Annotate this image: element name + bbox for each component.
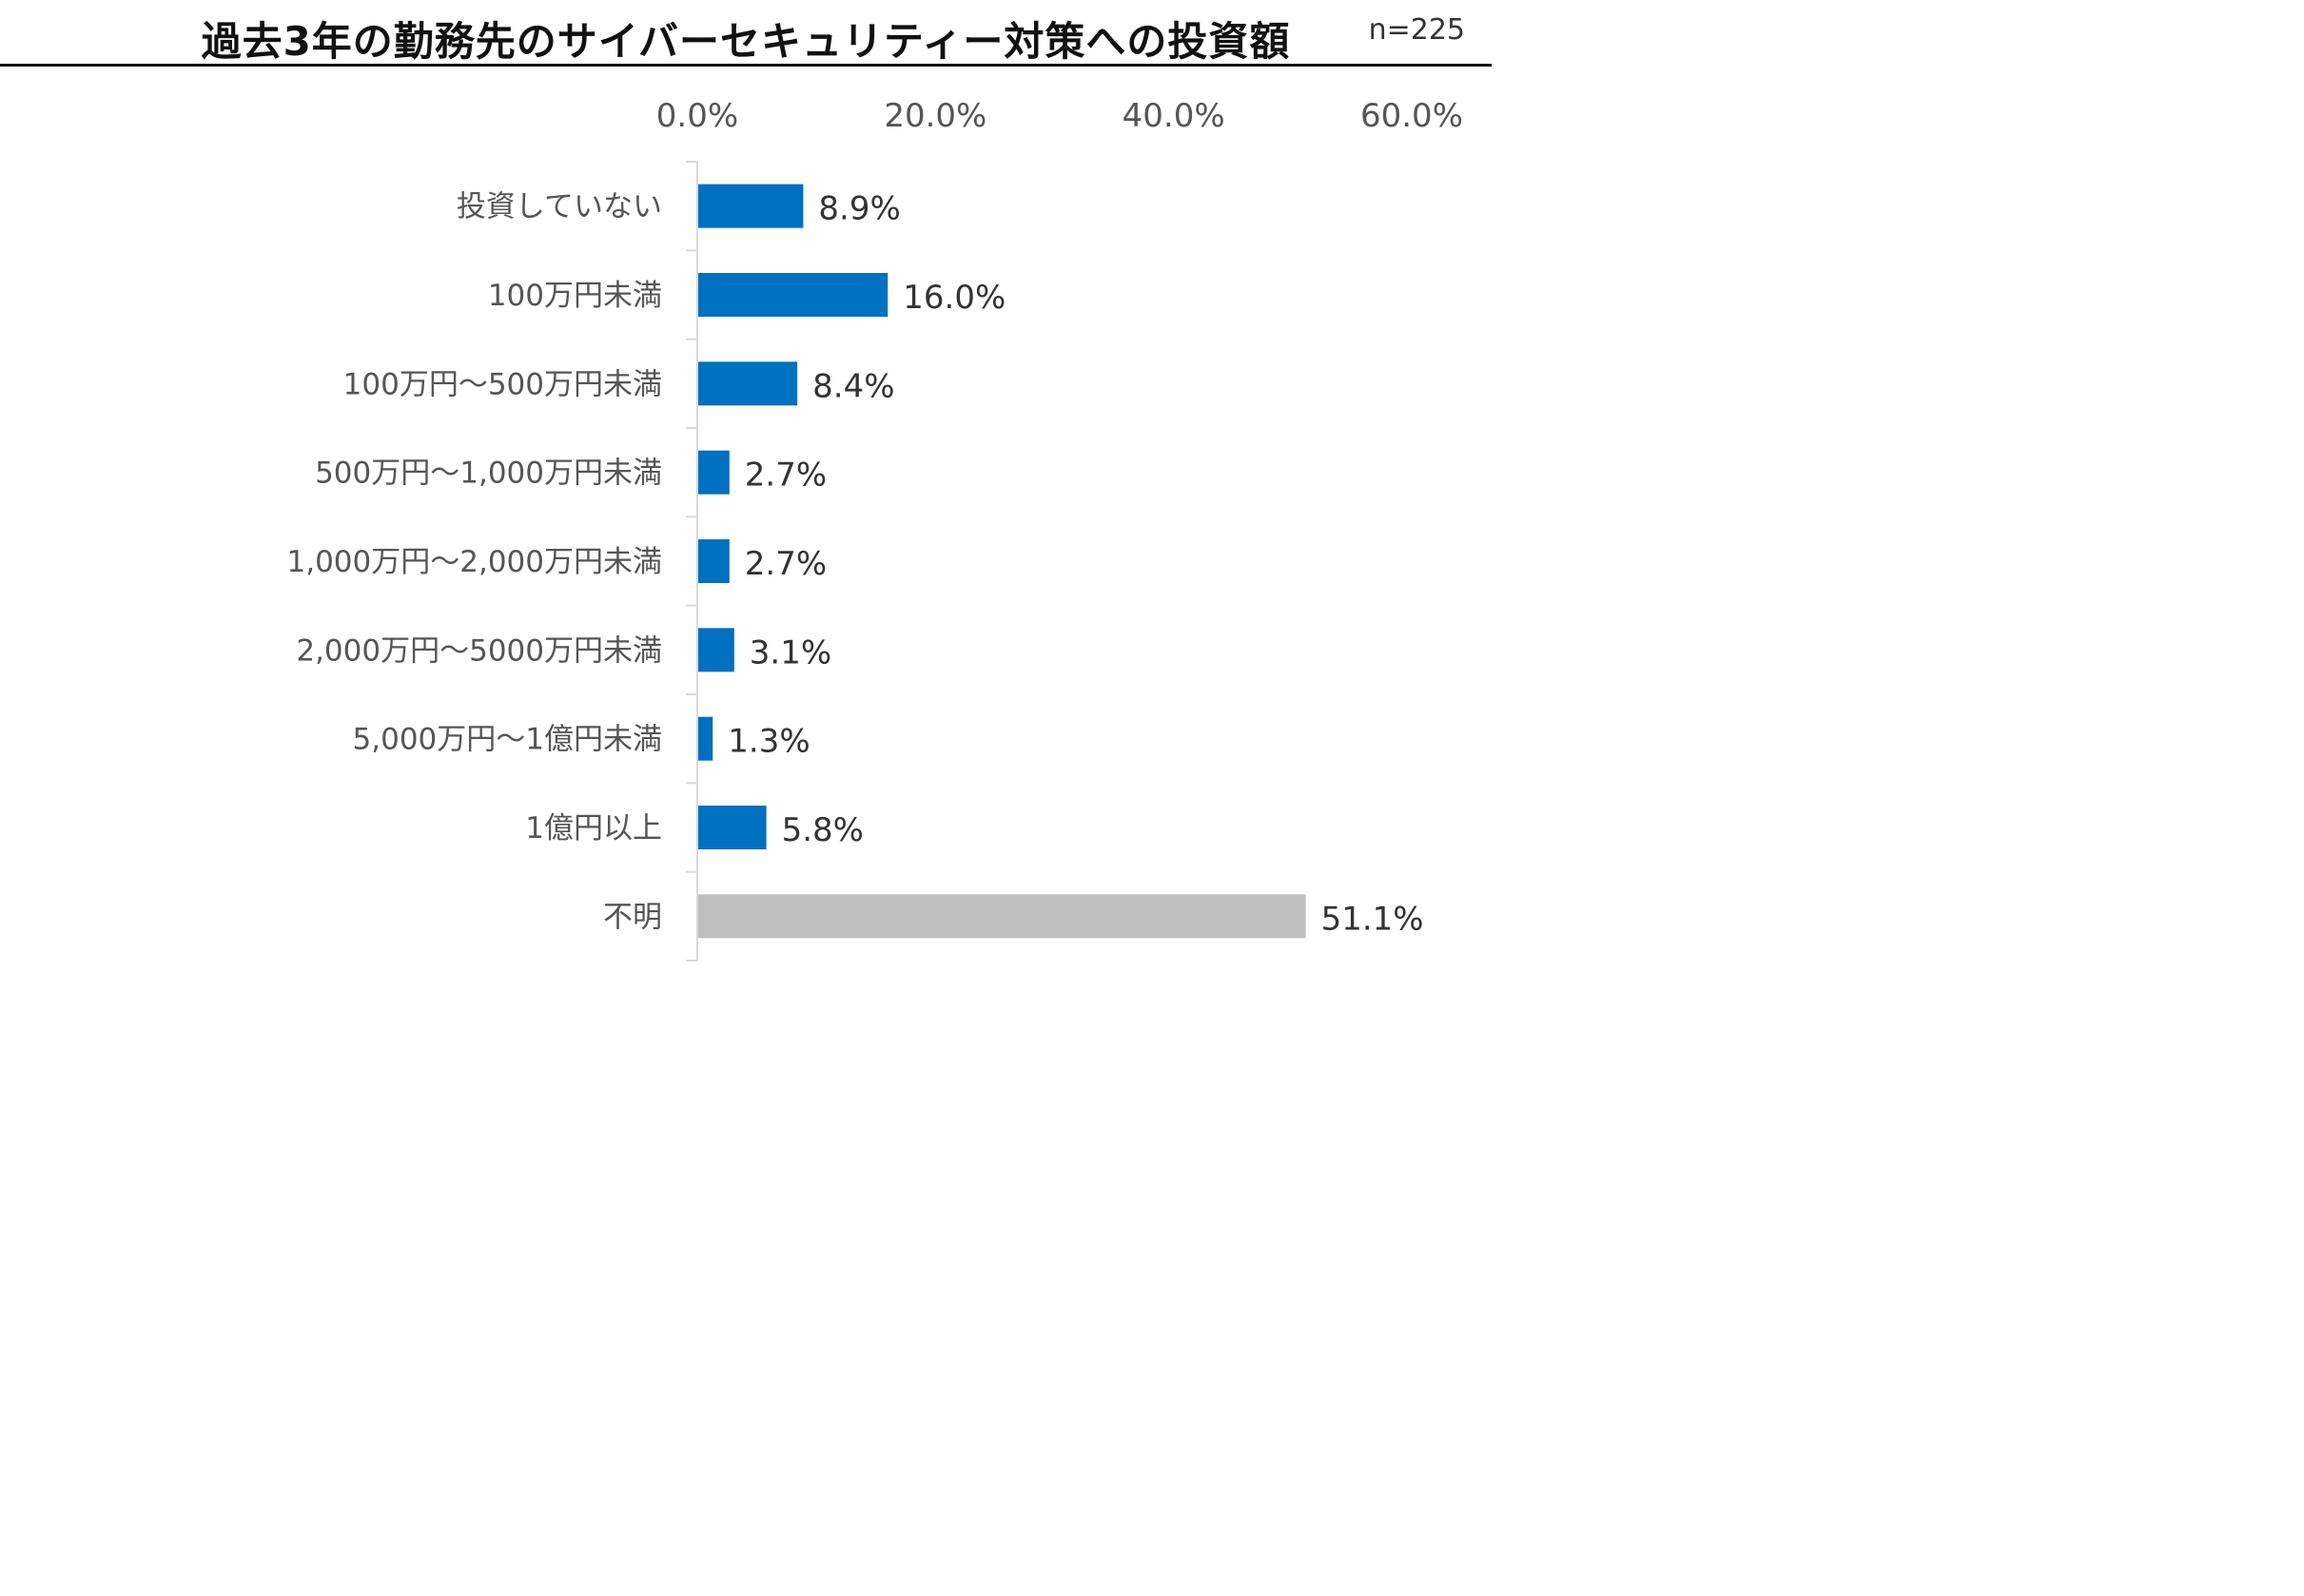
data-label: 3.1%	[750, 633, 831, 671]
bar	[698, 361, 798, 406]
sample-size: n=225	[1368, 13, 1465, 47]
category-label: 500万円～1,000万円未満	[315, 457, 662, 491]
x-tick-label: 40.0%	[1123, 97, 1225, 135]
category-label: 2,000万円～5000万円未満	[296, 633, 662, 668]
category-label: 100万円未満	[488, 279, 662, 313]
data-label: 2.7%	[745, 545, 827, 583]
data-label: 16.0%	[903, 279, 1006, 317]
bar	[698, 184, 804, 228]
bar	[698, 273, 888, 317]
data-label: 5.8%	[782, 811, 864, 849]
data-label: 51.1%	[1321, 900, 1424, 938]
x-tick-label: 60.0%	[1360, 97, 1463, 135]
title-underline	[0, 64, 1492, 67]
bar	[698, 894, 1306, 939]
x-tick-label: 0.0%	[656, 97, 738, 135]
data-label: 8.9%	[818, 190, 900, 228]
bar	[698, 450, 730, 495]
bar	[698, 806, 767, 849]
data-label: 1.3%	[728, 723, 810, 761]
data-label: 8.4%	[812, 367, 894, 405]
data-label: 2.7%	[745, 457, 827, 495]
category-label: 100万円～500万円未満	[343, 367, 662, 401]
category-label: 1,000万円～2,000万円未満	[287, 545, 663, 579]
bar	[698, 539, 730, 583]
category-label: 1億円以上	[525, 811, 662, 846]
category-label: 不明	[603, 900, 662, 934]
x-tick-label: 20.0%	[884, 97, 986, 135]
chart-title: 過去3年の勤務先のサイバーセキュリティー対策への投資額	[201, 18, 1291, 65]
bar-chart: 0.0% 20.0% 40.0% 60.0% 投資していない 8.9% 100万円未満 16.…	[287, 97, 1463, 962]
bar	[698, 716, 713, 761]
category-label: 5,000万円～1億円未満	[353, 723, 662, 757]
category-label: 投資していない	[457, 190, 662, 224]
bar	[698, 628, 734, 672]
